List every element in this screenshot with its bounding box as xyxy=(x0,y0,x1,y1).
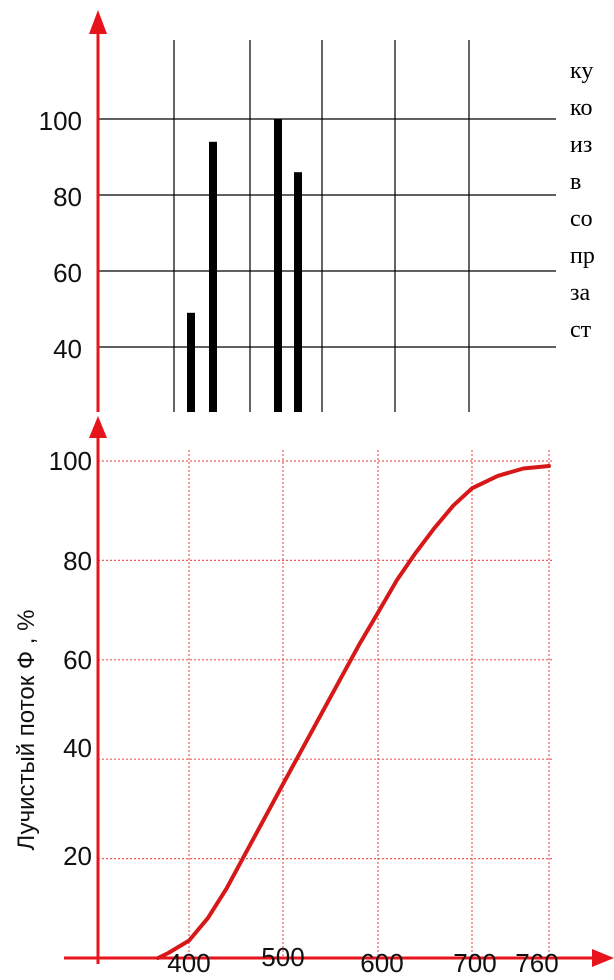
bottom-x-tick-label: 600 xyxy=(360,948,403,978)
bottom-series-line xyxy=(156,464,551,960)
bottom-x-tick-label: 760 xyxy=(515,948,558,978)
bottom-x-tick-label: 400 xyxy=(167,948,210,978)
top-bar xyxy=(274,119,282,412)
bottom-y-tick-label: 100 xyxy=(49,446,92,476)
bottom-x-tick-label: 500 xyxy=(261,942,304,972)
bottom-y-axis-arrow xyxy=(89,416,107,438)
top-y-tick-label: 60 xyxy=(53,258,82,288)
side-text-line: пр xyxy=(570,243,595,269)
top-chart-bars xyxy=(187,119,302,412)
side-text-line: ст xyxy=(570,317,592,343)
top-y-tick-label: 40 xyxy=(53,334,82,364)
side-text-line: ко xyxy=(570,95,592,121)
line-chart: 100 80 60 40 20 400 500 600 700 760 Лучи… xyxy=(13,416,614,978)
bottom-y-tick-label: 40 xyxy=(63,733,92,763)
bottom-y-axis-label: Лучистый поток Ф , % xyxy=(13,610,40,851)
top-chart-y-axis xyxy=(89,10,107,412)
bar-chart: 100 80 60 40 ку ко из в со пр за ст xyxy=(39,10,595,412)
bottom-chart-y-tick-labels: 100 80 60 40 20 xyxy=(49,446,92,871)
bottom-x-axis-arrow xyxy=(592,949,614,967)
top-y-tick-label: 100 xyxy=(39,106,82,136)
side-text-line: за xyxy=(570,280,590,306)
bottom-chart-axes xyxy=(64,416,614,967)
top-bar xyxy=(294,172,302,412)
top-y-tick-label: 80 xyxy=(53,182,82,212)
top-bar xyxy=(209,141,217,412)
top-y-axis-arrow xyxy=(89,10,107,34)
bottom-x-tick-label: 700 xyxy=(453,948,496,978)
top-chart-grid xyxy=(98,40,556,412)
side-text-line: со xyxy=(570,206,593,232)
top-chart-tick-labels: 100 80 60 40 xyxy=(39,106,82,364)
top-bar xyxy=(187,312,195,412)
side-text-line: из xyxy=(570,132,592,158)
side-text-fragments: ку ко из в со пр за ст xyxy=(570,58,595,343)
bottom-chart-x-tick-labels: 400 500 600 700 760 xyxy=(167,942,558,978)
bottom-y-tick-label: 60 xyxy=(63,645,92,675)
side-text-line: ку xyxy=(570,58,593,84)
bottom-chart-grid xyxy=(98,450,552,958)
bottom-chart-series xyxy=(156,464,551,960)
bottom-y-tick-label: 80 xyxy=(63,546,92,576)
bottom-y-tick-label: 20 xyxy=(63,841,92,871)
side-text-line: в xyxy=(570,169,581,195)
